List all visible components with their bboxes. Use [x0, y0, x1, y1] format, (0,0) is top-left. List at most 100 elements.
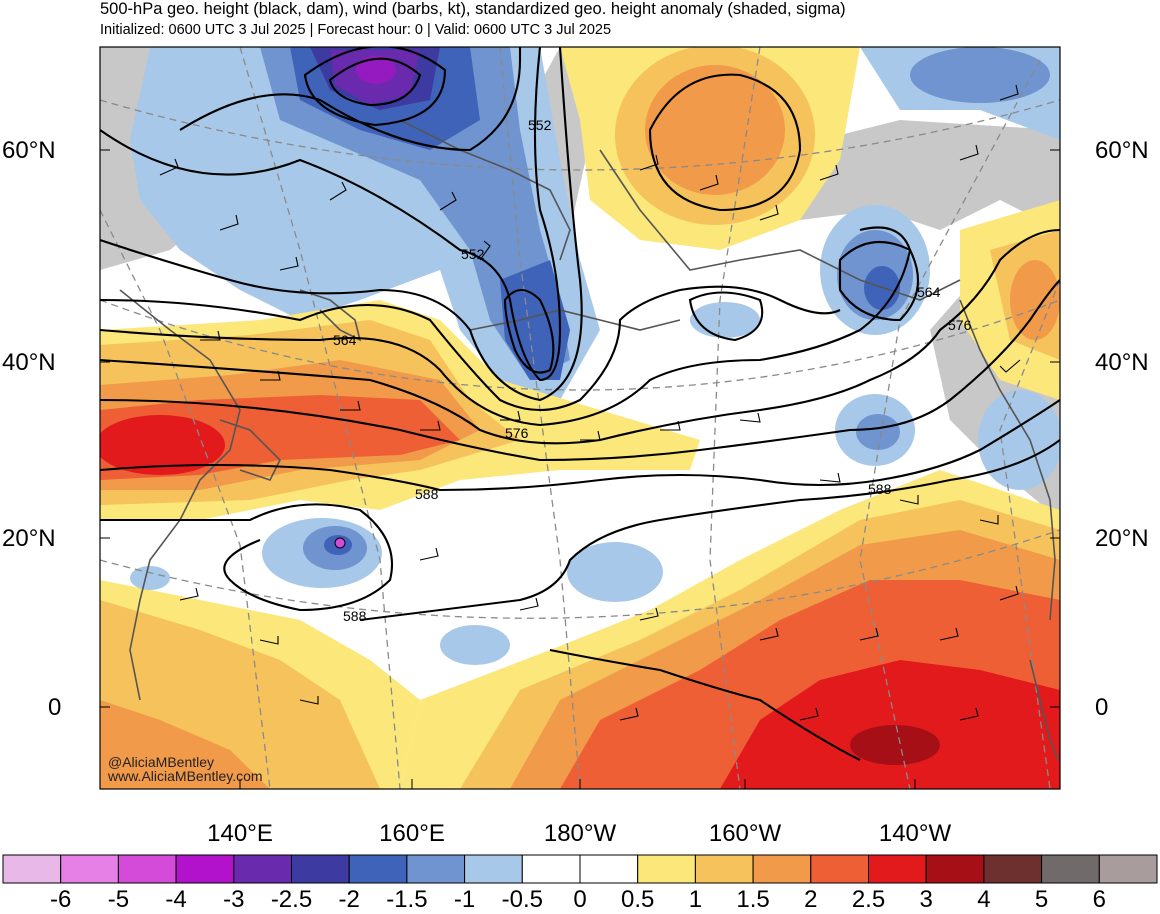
colorbar-tick-label: -2	[338, 886, 360, 913]
barb	[420, 420, 441, 431]
coast-alaska	[599, 149, 961, 301]
contour-label-group: 552 552 564 564 576 576 588 588 588	[333, 117, 972, 624]
colorbar-tick-label: -4	[165, 886, 187, 913]
watermark-site: www.AliciaMBentley.com	[108, 768, 263, 784]
barb	[619, 707, 639, 721]
barb	[979, 515, 999, 525]
barb	[419, 547, 439, 561]
coastlines	[119, 119, 1059, 761]
anom-neg-05-trop2	[440, 625, 510, 665]
chart-subtitle: Initialized: 0600 UTC 3 Jul 2025 | Forec…	[100, 22, 612, 38]
colorbar-tick-label: 1	[688, 886, 703, 913]
colorbar-tick-label: 3	[919, 886, 933, 913]
anom-neg-5-tc-core	[334, 537, 346, 549]
colorbar-swatch	[868, 854, 927, 884]
colorbar-swatch	[406, 854, 466, 884]
meridian-140w	[859, 59, 1041, 789]
barb	[959, 707, 979, 721]
colorbar-swatch	[291, 854, 350, 884]
anom-pos-15-bering	[645, 65, 785, 195]
coast-japan	[219, 419, 281, 481]
colorbar-swatch	[983, 854, 1043, 884]
barb	[759, 627, 779, 641]
colorbar-tick-label: 1.5	[736, 886, 770, 913]
watermark-handle: @AliciaMBentley	[108, 754, 215, 770]
lon-label: 140°E	[207, 820, 273, 847]
contour-goa-low	[838, 240, 920, 322]
contour-label: 576	[505, 425, 529, 441]
anom-neg-05-pnw	[978, 390, 1060, 490]
contour-low-1	[328, 57, 422, 107]
meridian-120w	[999, 279, 1060, 789]
colorbar	[2, 854, 1158, 884]
colorbar-tick-label: 0.5	[621, 886, 655, 913]
contour-label: 552	[528, 117, 552, 133]
contour-588a	[100, 399, 1060, 492]
barb	[500, 410, 521, 421]
anom-neg-3-center	[356, 56, 396, 84]
contour-label: 564	[917, 284, 941, 300]
anom-pos-25-se	[720, 660, 1060, 789]
chart-title: 500-hPa geo. height (black, dam), wind (…	[100, 0, 846, 18]
anom-neg-05-phil	[130, 566, 170, 590]
barb	[699, 174, 719, 191]
barb	[260, 370, 281, 381]
contour-552c	[100, 47, 583, 402]
contour-trough-inner	[503, 288, 555, 374]
anom-pos-3-se	[850, 725, 940, 765]
coast-aleutians	[469, 309, 681, 331]
lon-label: 180°W	[543, 820, 617, 847]
parallel-20n	[100, 529, 1060, 619]
lat-label-right: 60°N	[1095, 137, 1149, 164]
colorbar-swatch	[1041, 854, 1100, 884]
barb	[739, 412, 761, 423]
colorbar-tick-label: -5	[107, 886, 130, 913]
barb	[859, 627, 879, 641]
colorbar-swatch	[752, 854, 812, 884]
coast-kamchatka	[299, 289, 362, 342]
contour-label: 564	[333, 332, 357, 348]
coast-mexico	[1029, 659, 1059, 761]
parallel-40n	[100, 299, 1060, 391]
colorbar-tick-label: 5	[1034, 886, 1049, 913]
anom-neg-05-nak	[690, 302, 760, 338]
meridian-160w	[709, 47, 761, 789]
barb	[299, 696, 319, 705]
lon-label: 140°W	[878, 820, 952, 847]
contour-label: 588	[415, 486, 439, 502]
colorbar-swatch	[464, 854, 523, 884]
colorbar-tick-label: -1.5	[386, 886, 428, 913]
colorbar-tick-label: 2	[804, 886, 818, 913]
barb	[219, 214, 239, 231]
colorbar-swatch	[579, 854, 639, 884]
contour-594	[549, 648, 861, 761]
anom-pos-15-tw	[100, 700, 270, 789]
colorbar-tick-label: 0	[573, 886, 587, 913]
barb	[519, 597, 539, 611]
lat-label-left: 40°N	[2, 349, 56, 376]
colorbar-tick-label: 2.5	[851, 886, 886, 913]
anom-neg-1-ne	[910, 47, 1050, 103]
colorbar-tick-label: -6	[50, 886, 72, 913]
contour-label: 552	[461, 246, 485, 262]
map-panel: 552 552 564 564 576 576 588 588 588	[100, 47, 1060, 789]
coast-asia	[119, 289, 241, 701]
contour-588c	[359, 439, 1060, 622]
barb	[439, 191, 457, 211]
barb	[479, 240, 491, 261]
colorbar-tick-label: -2.5	[270, 886, 313, 913]
lon-label: 160°W	[708, 820, 782, 847]
tick-marks	[100, 149, 1060, 789]
height-contours	[100, 47, 1060, 761]
barb	[999, 359, 1021, 373]
barb	[899, 495, 919, 505]
barb	[200, 330, 221, 341]
barb	[819, 164, 839, 181]
barb	[259, 636, 279, 645]
contour-label: 576	[948, 317, 972, 333]
contour-nak-low	[688, 291, 764, 342]
colorbar-swatch	[810, 854, 869, 884]
colorbar-swatch	[175, 854, 235, 884]
colorbar-swatch	[521, 854, 581, 884]
barb	[759, 204, 779, 221]
